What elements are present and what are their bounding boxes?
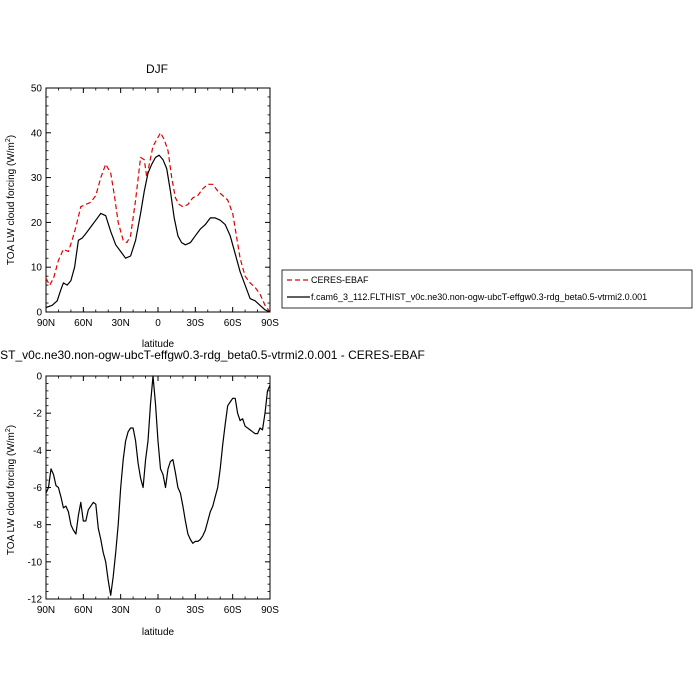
series-line-1 bbox=[45, 154, 271, 313]
bottom-panel-x-ticks: 90N 60N 30N 0 30S 60S 90S bbox=[37, 376, 279, 616]
top-panel-frame bbox=[45, 87, 271, 313]
top-panel-y-axis-label: TOA LW cloud forcing (W/m2) bbox=[5, 135, 17, 265]
top-panel-y-ticks: 0 10 20 30 40 50 bbox=[31, 84, 270, 319]
legend-box bbox=[281, 269, 693, 309]
bottom-panel-x-axis-label: latitude bbox=[142, 627, 175, 638]
bottom-panel-series bbox=[45, 375, 271, 596]
top-panel-x-axis-label: latitude bbox=[142, 339, 175, 350]
x-tick-label: 90N bbox=[37, 605, 55, 616]
top-panel: DJF 0 10 20 30 40 50 90N 60N 30N 0 30S 60S 90S lati… bbox=[5, 62, 279, 350]
x-tick-label: 90S bbox=[261, 605, 279, 616]
y-tick-label: 20 bbox=[31, 218, 43, 229]
x-tick-label: 60N bbox=[74, 605, 92, 616]
legend-entry-model: f.cam6_3_112.FLTHIST_v0c.ne30.non-ogw-ub… bbox=[311, 292, 647, 302]
x-tick-label: 30N bbox=[111, 318, 129, 329]
y-tick-label: 50 bbox=[31, 84, 43, 95]
y-tick-label: -2 bbox=[33, 409, 42, 420]
top-panel-series bbox=[45, 132, 271, 313]
top-panel-title: DJF bbox=[146, 62, 168, 76]
y-tick-label: -10 bbox=[28, 557, 43, 568]
x-tick-label: 90S bbox=[261, 318, 279, 329]
x-tick-label: 0 bbox=[155, 318, 161, 329]
x-tick-label: 30N bbox=[111, 605, 129, 616]
y-tick-label: -12 bbox=[28, 595, 43, 606]
bottom-panel-title: f.cam6_3_112.FLTHIST_v0c.ne30.non-ogw-ub… bbox=[0, 348, 425, 362]
bottom-panel-y-axis-label: TOA LW cloud forcing (W/m2) bbox=[5, 425, 17, 555]
bottom-panel-y-ticks: 0 -2 -4 -6 -8 -10 -12 bbox=[28, 372, 270, 606]
y-tick-label: 30 bbox=[31, 173, 43, 184]
x-tick-label: 90N bbox=[37, 318, 55, 329]
y-tick-label: -8 bbox=[33, 520, 42, 531]
bottom-panel-y-label-close: ) bbox=[6, 425, 17, 428]
y-tick-label: 40 bbox=[31, 128, 43, 139]
x-tick-label: 60S bbox=[224, 605, 242, 616]
series-line-0 bbox=[45, 132, 271, 313]
bottom-panel-y-label-main: TOA LW cloud forcing (W/m bbox=[6, 432, 17, 555]
y-tick-label: -6 bbox=[33, 483, 42, 494]
top-panel-y-label-close: ) bbox=[6, 135, 17, 138]
x-tick-label: 60N bbox=[74, 318, 92, 329]
x-tick-label: 30S bbox=[186, 605, 204, 616]
legend-entry-ceres: CERES-EBAF bbox=[311, 275, 369, 285]
legend: CERES-EBAF f.cam6_3_112.FLTHIST_v0c.ne30… bbox=[281, 269, 693, 309]
x-tick-label: 30S bbox=[186, 318, 204, 329]
top-panel-y-label-sup: 2 bbox=[5, 138, 12, 142]
top-panel-x-ticks: 90N 60N 30N 0 30S 60S 90S bbox=[37, 88, 279, 329]
y-tick-label: 0 bbox=[36, 372, 42, 383]
y-tick-label: 0 bbox=[36, 308, 42, 319]
bottom-panel-y-label-sup: 2 bbox=[5, 428, 12, 432]
y-tick-label: -4 bbox=[33, 446, 42, 457]
bottom-panel: f.cam6_3_112.FLTHIST_v0c.ne30.non-ogw-ub… bbox=[0, 348, 425, 638]
x-tick-label: 0 bbox=[155, 605, 161, 616]
series-line-0 bbox=[45, 375, 271, 596]
top-panel-y-label-main: TOA LW cloud forcing (W/m bbox=[6, 142, 17, 265]
y-tick-label: 10 bbox=[31, 263, 43, 274]
x-tick-label: 60S bbox=[224, 318, 242, 329]
